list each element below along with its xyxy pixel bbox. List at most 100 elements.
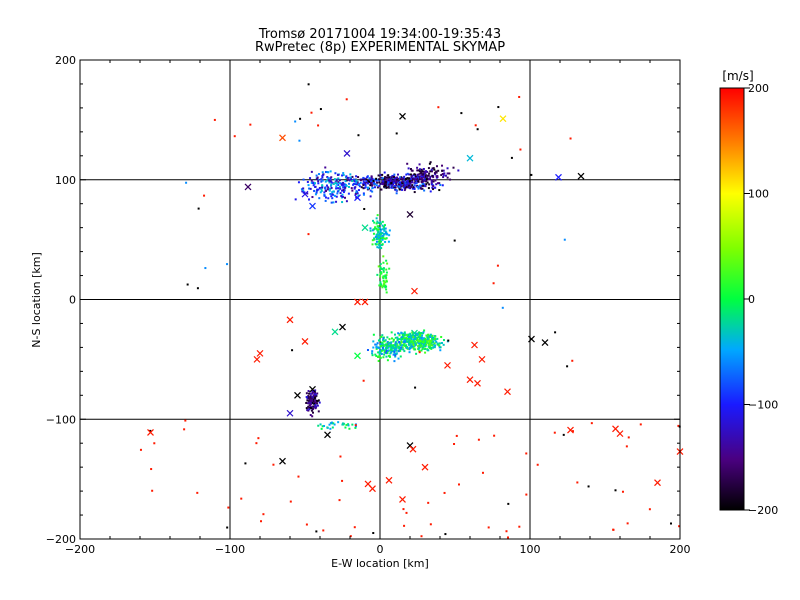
scatter-dot	[409, 335, 412, 338]
scatter-dot	[316, 404, 319, 407]
scatter-cross	[499, 115, 507, 123]
scatter-dot	[569, 137, 572, 140]
scatter-dot	[426, 349, 429, 352]
scatter-dot	[447, 339, 450, 342]
scatter-cross	[354, 194, 361, 202]
scatter-dot	[384, 237, 387, 240]
scatter-dot	[384, 281, 387, 284]
scatter-dot	[345, 200, 348, 203]
scatter-dot	[387, 181, 390, 184]
scatter-dot	[432, 184, 435, 187]
scatter-dot	[419, 335, 422, 338]
scatter-dot	[385, 346, 388, 349]
scatter-dot	[441, 164, 444, 167]
scatter-dot	[319, 423, 322, 426]
scatter-dot	[426, 170, 429, 173]
scatter-dot	[377, 360, 380, 363]
scatter-dot	[394, 349, 397, 352]
scatter-dot	[341, 479, 344, 482]
scatter-dot	[487, 526, 490, 529]
scatter-dot	[422, 337, 425, 340]
scatter-dot	[411, 346, 414, 349]
scatter-dot	[587, 485, 590, 488]
scatter-dot	[395, 182, 398, 185]
scatter-dot	[337, 187, 340, 190]
scatter-dot	[362, 192, 365, 195]
scatter-dot	[428, 172, 431, 175]
scatter-dot	[375, 343, 378, 346]
scatter-cross	[279, 134, 286, 142]
scatter-dot	[319, 191, 322, 194]
scatter-dot	[337, 181, 340, 184]
scatter-dot	[412, 344, 415, 347]
scatter-dot	[415, 339, 418, 342]
scatter-dot	[412, 341, 415, 344]
scatter-dot	[392, 183, 395, 186]
scatter-dot	[353, 187, 356, 190]
scatter-dot	[357, 194, 360, 197]
scatter-dot	[394, 354, 397, 357]
scatter-dot	[505, 530, 508, 533]
scatter-dot	[351, 175, 354, 178]
scatter-dot	[372, 232, 375, 235]
scatter-dot	[414, 178, 417, 181]
scatter-dot	[401, 188, 404, 191]
scatter-dot	[335, 178, 338, 181]
scatter-dot	[460, 112, 463, 115]
scatter-dot	[370, 176, 373, 179]
scatter-dot	[395, 352, 398, 355]
scatter-dot	[420, 331, 423, 334]
y-tick-label: −200	[46, 533, 76, 546]
scatter-dot	[391, 174, 394, 177]
scatter-dot	[349, 173, 352, 176]
scatter-dot	[382, 340, 385, 343]
scatter-dot	[347, 423, 350, 426]
scatter-dot	[415, 182, 418, 185]
scatter-dot	[393, 352, 396, 355]
scatter-dot	[322, 529, 325, 532]
scatter-dot	[416, 177, 419, 180]
scatter-dot	[381, 237, 384, 240]
scatter-dot	[391, 178, 394, 181]
scatter-dot	[397, 173, 400, 176]
scatter-dot	[318, 197, 321, 200]
scatter-dot	[307, 184, 310, 187]
scatter-dot	[409, 334, 412, 337]
scatter-dot	[374, 183, 377, 186]
scatter-dot	[139, 448, 142, 451]
scatter-dot	[383, 227, 386, 230]
scatter-dot	[566, 365, 569, 368]
scatter-dot	[408, 173, 411, 176]
scatter-dot	[420, 168, 423, 171]
scatter-dot	[398, 333, 401, 336]
scatter-cross	[354, 352, 361, 360]
scatter-dot	[414, 334, 417, 337]
colorbar-tick-label: 100	[748, 188, 769, 201]
scatter-dot	[377, 346, 380, 349]
scatter-cross	[331, 328, 339, 336]
scatter-dot	[417, 180, 420, 183]
scatter-dot	[388, 355, 391, 358]
scatter-dot	[387, 179, 390, 182]
scatter-dot	[405, 180, 408, 183]
scatter-dot	[369, 195, 372, 198]
scatter-dot	[352, 178, 355, 181]
scatter-dot	[426, 181, 429, 184]
scatter-dot	[342, 189, 345, 192]
scatter-dot	[427, 167, 430, 170]
scatter-dot	[377, 233, 380, 236]
scatter-dot	[407, 167, 410, 170]
scatter-dot	[648, 508, 651, 511]
scatter-dot	[381, 238, 384, 241]
scatter-dot	[387, 346, 390, 349]
scatter-dot	[366, 188, 369, 191]
scatter-dot	[306, 180, 309, 183]
scatter-dot	[313, 396, 316, 399]
scatter-dot	[387, 174, 390, 177]
scatter-dot	[302, 178, 305, 181]
scatter-dot	[439, 183, 442, 186]
scatter-dot	[375, 234, 378, 237]
scatter-dot	[310, 392, 313, 395]
scatter-dot	[341, 201, 344, 204]
scatter-dot	[321, 179, 324, 182]
